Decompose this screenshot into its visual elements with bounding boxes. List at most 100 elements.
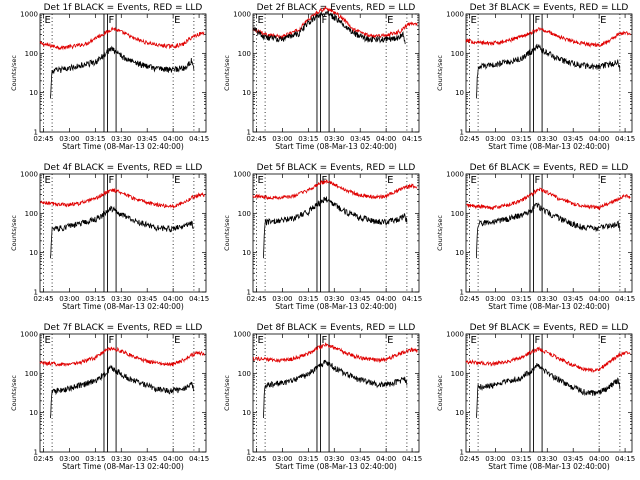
- det-5f-xtick-label-4: 03:45: [350, 295, 370, 303]
- det-3f-xtick-label-4: 03:45: [563, 135, 583, 143]
- det-9f-xtick-label-4: 03:45: [563, 455, 583, 463]
- det-6f-xtick-label-1: 03:00: [485, 295, 505, 303]
- det-9f-xtick-label-6: 04:15: [615, 455, 635, 463]
- det-1f-events-series: [50, 45, 195, 99]
- det-8f-xtick-label-6: 04:15: [402, 455, 422, 463]
- det-9f-lld-series: [465, 346, 631, 374]
- det-1f-ylabel: Counts/sec: [10, 55, 18, 91]
- det-8f-events-series: [263, 359, 408, 419]
- det-5f-ytick-label-10: 10: [242, 249, 251, 257]
- det-6f-title: Det 6f BLACK = Events, RED = LLD: [470, 163, 629, 173]
- det-7f-xtick-label-5: 04:00: [163, 455, 183, 463]
- det-1f-xtick-label-1: 03:00: [59, 135, 79, 143]
- det-1f-xtick-label-3: 03:30: [111, 135, 131, 143]
- det-7f-plot-frame: [39, 333, 207, 453]
- det-5f-xlabel: Start Time (08-Mar-13 02:40:00): [275, 302, 397, 311]
- det-1f-xtick-label-2: 03:15: [85, 135, 105, 143]
- det-4f-ytick-label-100: 100: [25, 210, 38, 218]
- det-1f-xtick-label-6: 04:15: [189, 135, 209, 143]
- det-4f-events-series: [50, 205, 195, 259]
- det-6f-events-series: [476, 202, 621, 259]
- det-1f-ytick-label-10: 10: [29, 89, 38, 97]
- det-7f-panel: Det 7f BLACK = Events, RED = LLD 1 10 100 10…: [10, 323, 209, 471]
- det-9f-ylabel: Counts/sec: [436, 375, 444, 411]
- det-2f-xtick-label-6: 04:15: [402, 135, 422, 143]
- det-5f-panel: Det 5f BLACK = Events, RED = LLD 1 10 100 10…: [223, 163, 422, 311]
- det-2f-ytick-label-1000: 1000: [233, 11, 251, 19]
- det-4f-ytick-label-10: 10: [29, 249, 38, 257]
- det-9f-marker-0: E: [470, 335, 476, 346]
- det-3f-panel: Det 3f BLACK = Events, RED = LLD 1 10 100 10…: [436, 3, 635, 151]
- det-6f-xtick-label-2: 03:15: [511, 295, 531, 303]
- det-2f-xtick-label-1: 03:00: [272, 135, 292, 143]
- det-8f-xtick-label-1: 03:00: [272, 455, 292, 463]
- det-8f-lld-series: [252, 342, 418, 364]
- det-2f-events-series: [252, 10, 406, 45]
- det-4f-marker-0: E: [44, 175, 50, 186]
- det-5f-plot-frame: [252, 173, 420, 293]
- det-4f-xtick-label-6: 04:15: [189, 295, 209, 303]
- det-9f-ytick-label-1000: 1000: [446, 331, 464, 339]
- det-1f-marker-2: E: [174, 15, 180, 26]
- det-1f-lld-series: [39, 26, 205, 51]
- det-8f-ytick-label-1000: 1000: [233, 331, 251, 339]
- det-6f-xtick-label-4: 03:45: [563, 295, 583, 303]
- det-7f-xtick-label-0: 02:45: [33, 455, 53, 463]
- det-1f-xlabel: Start Time (08-Mar-13 02:40:00): [62, 142, 184, 151]
- det-8f-marker-2: E: [387, 335, 393, 346]
- det-6f-lld-series: [465, 187, 631, 211]
- det-2f-ytick-label-100: 100: [238, 50, 251, 58]
- det-7f-xtick-label-3: 03:30: [111, 455, 131, 463]
- det-4f-xtick-label-4: 03:45: [137, 295, 157, 303]
- det-4f-xtick-label-0: 02:45: [33, 295, 53, 303]
- det-9f-xtick-label-5: 04:00: [589, 455, 609, 463]
- det-8f-ytick-label-10: 10: [242, 409, 251, 417]
- det-9f-xtick-label-1: 03:00: [485, 455, 505, 463]
- det-4f-lld-series: [39, 188, 205, 210]
- det-3f-xtick-label-0: 02:45: [459, 135, 479, 143]
- det-5f-xtick-label-0: 02:45: [246, 295, 266, 303]
- det-9f-xtick-label-0: 02:45: [459, 455, 479, 463]
- det-6f-xtick-label-5: 04:00: [589, 295, 609, 303]
- det-1f-ytick-label-1000: 1000: [20, 11, 38, 19]
- det-7f-xtick-label-2: 03:15: [85, 455, 105, 463]
- det-6f-marker-2: E: [600, 175, 606, 186]
- det-8f-title: Det 8f BLACK = Events, RED = LLD: [257, 323, 416, 333]
- det-5f-lld-series: [252, 179, 418, 201]
- det-1f-plot-frame: [39, 13, 207, 133]
- det-2f-panel: Det 2f BLACK = Events, RED = LLD 1 10 100 10…: [223, 3, 422, 151]
- det-2f-xlabel: Start Time (08-Mar-13 02:40:00): [275, 142, 397, 151]
- det-6f-ytick-label-1000: 1000: [446, 171, 464, 179]
- det-5f-xtick-label-3: 03:30: [324, 295, 344, 303]
- det-2f-xtick-label-2: 03:15: [298, 135, 318, 143]
- det-9f-xtick-label-3: 03:30: [537, 455, 557, 463]
- det-7f-xtick-label-4: 03:45: [137, 455, 157, 463]
- det-4f-xtick-label-3: 03:30: [111, 295, 131, 303]
- det-7f-marker-1: F: [108, 335, 114, 346]
- det-4f-ylabel: Counts/sec: [10, 215, 18, 251]
- det-3f-marker-2: E: [600, 15, 606, 26]
- det-2f-xtick-label-4: 03:45: [350, 135, 370, 143]
- det-5f-events-series: [263, 196, 408, 259]
- det-2f-xtick-label-0: 02:45: [246, 135, 266, 143]
- det-3f-xtick-label-6: 04:15: [615, 135, 635, 143]
- det-8f-xtick-label-3: 03:30: [324, 455, 344, 463]
- det-1f-xtick-label-4: 03:45: [137, 135, 157, 143]
- det-1f-marker-1: F: [108, 15, 114, 26]
- det-8f-ylabel: Counts/sec: [223, 375, 231, 411]
- det-9f-xlabel: Start Time (08-Mar-13 02:40:00): [488, 462, 610, 471]
- det-8f-plot-frame: [252, 333, 420, 453]
- det-4f-plot-frame: [39, 173, 207, 293]
- det-6f-panel: Det 6f BLACK = Events, RED = LLD 1 10 100 10…: [436, 163, 635, 311]
- det-2f-ytick-label-1: 1: [247, 129, 251, 137]
- det-2f-marker-1: F: [321, 15, 327, 26]
- det-5f-xtick-label-2: 03:15: [298, 295, 318, 303]
- det-8f-xlabel: Start Time (08-Mar-13 02:40:00): [275, 462, 397, 471]
- det-8f-panel: Det 8f BLACK = Events, RED = LLD 1 10 100 10…: [223, 323, 422, 471]
- det-7f-xtick-label-6: 04:15: [189, 455, 209, 463]
- det-1f-panel: Det 1f BLACK = Events, RED = LLD 1 10 100 10…: [10, 3, 209, 151]
- det-3f-marker-1: F: [534, 15, 540, 26]
- det-4f-marker-1: F: [108, 175, 114, 186]
- det-3f-ytick-label-1000: 1000: [446, 11, 464, 19]
